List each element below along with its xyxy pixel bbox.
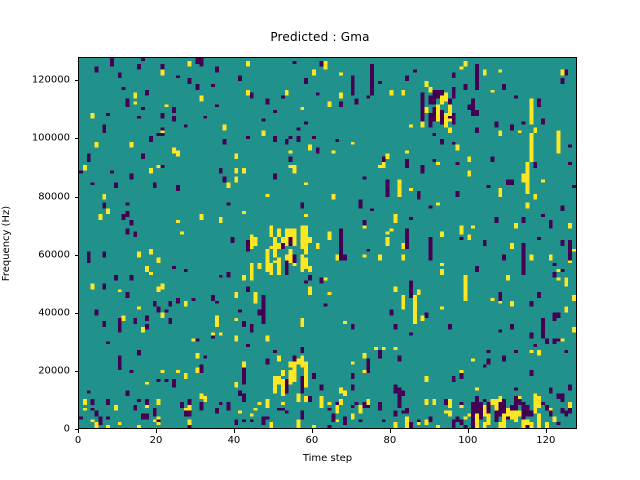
x-axis-tick-label: 60 — [305, 435, 319, 446]
y-axis-tick — [74, 196, 78, 198]
x-axis-tick-label: 80 — [383, 435, 397, 446]
x-axis-tick-label: 0 — [74, 435, 82, 446]
y-axis-tick-label: 20000 — [38, 365, 70, 377]
y-axis-tick-label: 40000 — [38, 307, 70, 319]
y-axis-tick-label: 80000 — [38, 191, 70, 202]
y-axis-tick-label: 60000 — [38, 249, 70, 261]
y-axis-tick-label: 120000 — [31, 74, 70, 86]
y-axis-tick — [74, 80, 78, 82]
x-axis-tick — [233, 429, 235, 433]
page-title: Predicted : Gma — [270, 30, 370, 44]
y-axis-tick — [74, 370, 78, 372]
x-axis-tick-label: 100 — [458, 435, 478, 446]
y-axis-tick — [74, 429, 78, 430]
y-axis-tick-label: 100000 — [31, 132, 70, 144]
x-axis-tick — [467, 429, 469, 433]
y-axis-tick-label: 0 — [63, 423, 70, 435]
y-axis-label-text: Frequency (Hz) — [1, 205, 13, 281]
x-axis-tick — [78, 429, 79, 433]
x-axis-tick-label: 120 — [536, 435, 556, 446]
x-axis-tick-label: 20 — [149, 435, 163, 446]
x-axis-tick — [311, 429, 313, 433]
y-axis-tick — [74, 312, 78, 314]
y-axis-tick — [74, 254, 78, 256]
y-axis-tick — [74, 138, 78, 140]
x-axis-tick — [545, 429, 547, 433]
x-axis-tick-label: 40 — [227, 435, 241, 446]
x-axis-label: Time step — [302, 453, 353, 464]
heatmap-image — [79, 58, 576, 428]
x-axis-tick — [389, 429, 391, 433]
heatmap-plot-area — [78, 57, 577, 429]
y-axis-label: Frequency (Hz) — [0, 57, 14, 429]
x-axis-tick — [155, 429, 157, 433]
